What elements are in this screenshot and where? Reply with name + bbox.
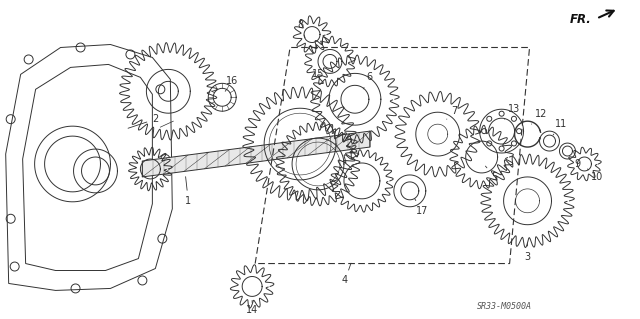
Text: FR.: FR. [570, 13, 591, 26]
Text: 17: 17 [415, 199, 428, 216]
Polygon shape [142, 131, 370, 177]
Text: 8: 8 [297, 19, 305, 38]
Text: 7: 7 [447, 106, 458, 119]
Text: 6: 6 [364, 72, 373, 89]
Text: 14: 14 [246, 300, 259, 315]
Text: 1: 1 [185, 177, 191, 206]
Text: 16: 16 [225, 76, 238, 91]
Text: 9: 9 [570, 157, 580, 169]
Text: 3: 3 [525, 243, 531, 262]
Text: 12: 12 [532, 109, 548, 124]
Text: 2: 2 [128, 114, 159, 128]
Text: 11: 11 [553, 119, 568, 135]
Text: 13: 13 [504, 104, 521, 119]
Text: 4: 4 [342, 263, 351, 286]
Text: 10: 10 [588, 169, 604, 182]
Text: 5: 5 [485, 166, 498, 182]
Text: 15: 15 [312, 69, 324, 79]
Text: SR33-M0500A: SR33-M0500A [477, 302, 532, 311]
